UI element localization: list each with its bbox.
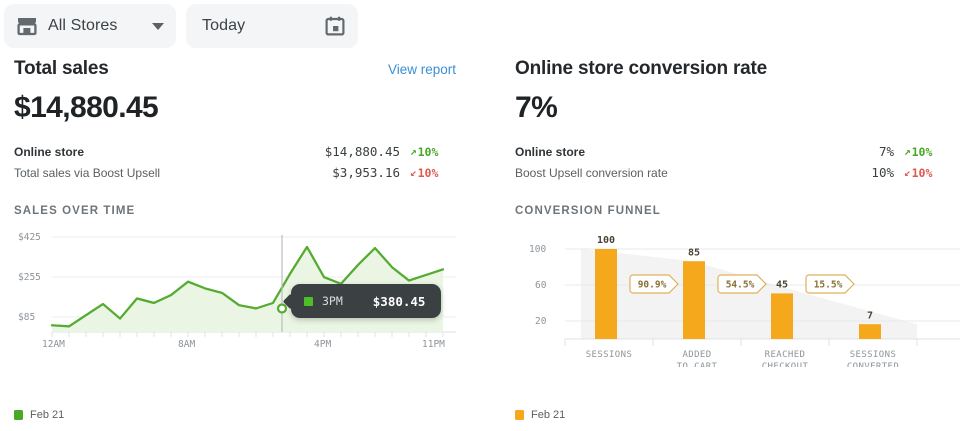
funnel-chart-legend: Feb 21 xyxy=(515,409,565,421)
sales-over-time-chart[interactable]: $425 $255 $85 xyxy=(14,227,456,349)
toolbar: All Stores Today xyxy=(0,0,960,52)
metric-delta-badge: ↗ 10% xyxy=(410,145,456,159)
conversion-header: Online store conversion rate xyxy=(515,58,950,80)
legend-swatch xyxy=(14,410,23,420)
legend-label: Feb 21 xyxy=(531,409,566,421)
metric-row: Online store $14,880.45 ↗ 10% xyxy=(14,141,456,162)
page-title: Total sales xyxy=(14,58,109,79)
x-tick-marks xyxy=(51,332,444,337)
x-tick-label: 8AM xyxy=(178,339,195,349)
y-tick-label: 100 xyxy=(529,244,546,255)
store-filter-dropdown[interactable]: All Stores xyxy=(4,4,176,48)
funnel-rate-value: 54.5% xyxy=(726,280,755,291)
sales-line-path-top xyxy=(50,245,445,328)
y-tick-label: $85 xyxy=(18,312,35,323)
y-tick-label: $255 xyxy=(18,272,41,283)
chart-tooltip: 3PM $380.45 xyxy=(291,284,442,318)
funnel-rate-value: 15.5% xyxy=(814,280,843,291)
total-sales-value: $14,880.45 xyxy=(14,91,159,124)
funnel-category-label: REACHED xyxy=(765,350,806,360)
funnel-rate-badge: 15.5% xyxy=(805,274,855,294)
hover-point-marker xyxy=(276,303,288,314)
funnel-category-label: SESSIONS xyxy=(586,350,633,360)
y-tick-label: 60 xyxy=(535,280,547,291)
arrow-down-icon: ↙ xyxy=(904,166,911,179)
metric-name: Online store xyxy=(515,144,586,159)
funnel-rate-badge: 90.9% xyxy=(629,274,679,294)
metric-delta-value: 10% xyxy=(911,144,933,159)
arrow-up-icon: ↗ xyxy=(904,145,911,158)
chevron-down-icon[interactable] xyxy=(152,22,164,30)
metric-delta-badge: ↙ 10% xyxy=(904,166,950,180)
calendar-icon[interactable] xyxy=(324,15,346,37)
metric-delta-value: 10% xyxy=(417,165,439,180)
conversion-funnel-caption: CONVERSION FUNNEL xyxy=(515,205,661,217)
funnel-shade xyxy=(805,293,917,339)
date-filter-label: Today xyxy=(202,17,246,34)
metric-value: $3,953.16 xyxy=(332,165,400,180)
funnel-category-label: ADDED xyxy=(682,350,711,360)
funnel-rate-value: 90.9% xyxy=(638,280,667,291)
funnel-category-label: CONVERTED xyxy=(847,362,899,367)
total-sales-header: Total sales View report xyxy=(14,58,456,80)
funnel-bar-value: 7 xyxy=(867,310,873,321)
metric-delta-value: 10% xyxy=(417,144,439,159)
storefront-icon xyxy=(16,16,38,36)
category-separators xyxy=(564,339,918,346)
conversion-rate-panel: Online store conversion rate 7% Online s… xyxy=(505,58,960,431)
metric-value: 10% xyxy=(871,165,894,180)
sales-over-time-caption: SALES OVER TIME xyxy=(14,205,136,217)
funnel-category-label: TO CART xyxy=(677,362,718,367)
total-sales-metric-list: Online store $14,880.45 ↗ 10% Total sales… xyxy=(14,141,456,183)
sales-chart-legend: Feb 21 xyxy=(14,409,64,421)
metric-name: Boost Upsell conversion rate xyxy=(515,165,668,180)
funnel-bar-value: 100 xyxy=(597,235,615,246)
conversion-funnel-chart[interactable]: 100 60 20 100 85 45 xyxy=(515,227,960,367)
funnel-bar-value: 45 xyxy=(776,280,788,291)
conversion-rate-value: 7% xyxy=(515,91,558,124)
funnel-bar-svg: 100 60 20 100 85 45 xyxy=(529,235,960,367)
funnel-bar xyxy=(859,324,881,339)
legend-swatch xyxy=(515,410,524,420)
x-tick-label: 4PM xyxy=(314,339,331,349)
metric-value: $14,880.45 xyxy=(324,144,400,159)
date-filter-dropdown[interactable]: Today xyxy=(186,4,358,48)
store-filter-label: All Stores xyxy=(48,17,118,34)
y-tick-label: 20 xyxy=(535,316,547,327)
funnel-category-label: CHECKOUT xyxy=(762,362,809,367)
view-report-link[interactable]: View report xyxy=(387,62,456,77)
metric-delta-badge: ↙ 10% xyxy=(410,166,456,180)
legend-label: Feb 21 xyxy=(30,409,65,421)
x-tick-label: 12AM xyxy=(42,339,65,349)
metric-value: 7% xyxy=(878,144,894,159)
funnel-rate-badge: 54.5% xyxy=(717,274,767,294)
metric-row: Total sales via Boost Upsell $3,953.16 ↙… xyxy=(14,162,456,183)
arrow-up-icon: ↗ xyxy=(410,145,417,158)
x-tick-label: 11PM xyxy=(422,339,445,349)
metric-row: Boost Upsell conversion rate 10% ↙ 10% xyxy=(515,162,950,183)
conversion-title: Online store conversion rate xyxy=(515,58,768,79)
funnel-bar-value: 85 xyxy=(688,247,700,258)
arrow-down-icon: ↙ xyxy=(410,166,417,179)
tooltip-label: 3PM xyxy=(322,294,343,308)
y-tick-label: $425 xyxy=(18,232,41,243)
metric-name: Online store xyxy=(14,144,85,159)
funnel-category-label: SESSIONS xyxy=(850,350,897,360)
metric-row: Online store 7% ↗ 10% xyxy=(515,141,950,162)
metric-delta-value: 10% xyxy=(911,165,933,180)
funnel-bar xyxy=(771,293,793,339)
conversion-metric-list: Online store 7% ↗ 10% Boost Upsell conver… xyxy=(515,141,950,183)
funnel-bar xyxy=(683,261,705,339)
metric-name: Total sales via Boost Upsell xyxy=(14,165,161,180)
total-sales-panel: Total sales View report $14,880.45 Onlin… xyxy=(0,58,470,431)
tooltip-series-swatch xyxy=(304,296,313,306)
tooltip-value: $380.45 xyxy=(372,293,426,309)
funnel-bar xyxy=(595,249,617,339)
metric-delta-badge: ↗ 10% xyxy=(904,145,950,159)
